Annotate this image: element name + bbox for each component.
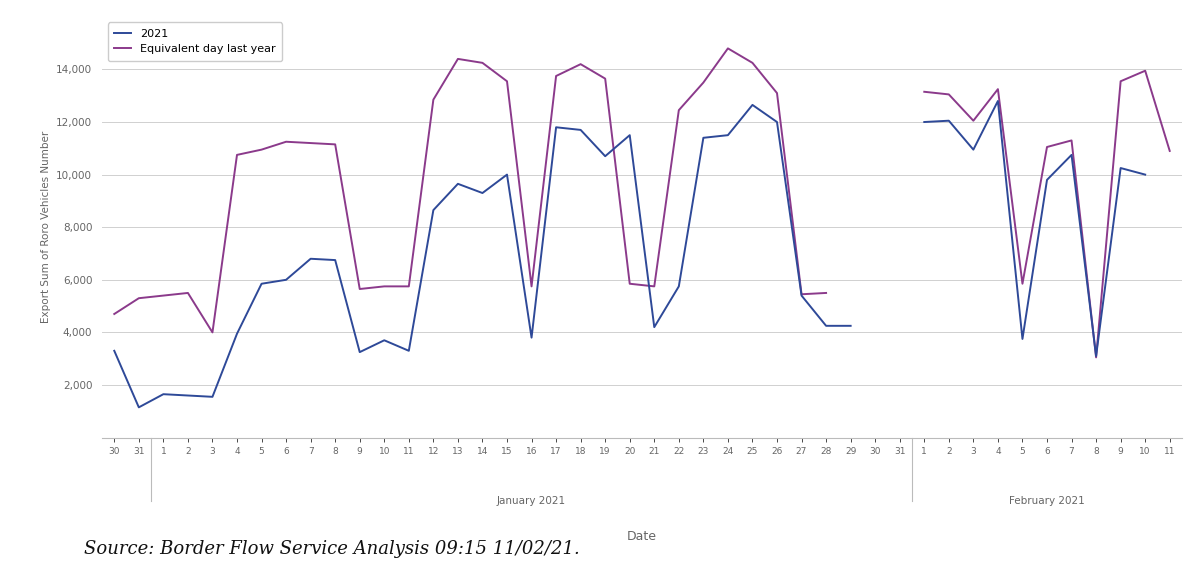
Equivalent day last year — [647, 283, 661, 289]
2021 — [942, 117, 956, 124]
Y-axis label: Export Sum of Roro Vehicles Number: Export Sum of Roro Vehicles Number — [41, 131, 50, 323]
Equivalent day last year — [770, 90, 785, 96]
Equivalent day last year — [917, 89, 931, 95]
2021 — [181, 392, 196, 399]
Equivalent day last year — [181, 289, 196, 296]
Equivalent day last year — [745, 59, 760, 66]
2021 — [230, 330, 245, 337]
2021 — [991, 98, 1006, 104]
Equivalent day last year — [254, 146, 269, 153]
Equivalent day last year — [278, 139, 293, 145]
Text: January 2021: January 2021 — [497, 496, 566, 507]
2021 — [818, 323, 833, 329]
Equivalent day last year — [107, 311, 121, 318]
Equivalent day last year — [1088, 354, 1103, 361]
Equivalent day last year — [156, 292, 170, 299]
Equivalent day last year — [794, 291, 809, 298]
Equivalent day last year — [304, 140, 318, 146]
Equivalent day last year — [1039, 144, 1055, 150]
2021 — [475, 190, 490, 196]
Equivalent day last year — [132, 295, 146, 302]
Equivalent day last year — [426, 96, 440, 103]
2021 — [770, 119, 785, 126]
Equivalent day last year — [353, 286, 367, 292]
2021 — [1039, 177, 1055, 183]
2021 — [156, 391, 170, 398]
2021 — [524, 334, 539, 341]
2021 — [844, 323, 858, 329]
Text: February 2021: February 2021 — [1009, 496, 1085, 507]
Equivalent day last year — [721, 45, 736, 52]
2021 — [794, 292, 809, 299]
2021 — [598, 153, 612, 159]
2021 — [696, 135, 710, 141]
Equivalent day last year — [991, 86, 1006, 93]
Equivalent day last year — [402, 283, 416, 289]
Line: 2021: 2021 — [114, 101, 1145, 407]
Equivalent day last year — [574, 61, 588, 67]
Line: Equivalent day last year: Equivalent day last year — [114, 48, 1170, 357]
2021 — [721, 132, 736, 139]
Equivalent day last year — [475, 59, 490, 66]
Equivalent day last year — [942, 91, 956, 98]
Equivalent day last year — [1138, 67, 1152, 74]
2021 — [966, 146, 980, 153]
2021 — [500, 171, 515, 178]
Equivalent day last year — [230, 151, 245, 158]
2021 — [647, 324, 661, 330]
Equivalent day last year — [966, 117, 980, 124]
2021 — [1114, 165, 1128, 172]
Equivalent day last year — [818, 289, 833, 296]
2021 — [672, 283, 686, 289]
2021 — [426, 207, 440, 214]
Equivalent day last year — [451, 56, 466, 62]
2021 — [917, 119, 931, 126]
Equivalent day last year — [328, 141, 342, 148]
2021 — [132, 404, 146, 411]
Equivalent day last year — [1163, 148, 1177, 154]
2021 — [205, 393, 220, 400]
2021 — [574, 127, 588, 134]
2021 — [304, 255, 318, 262]
Equivalent day last year — [377, 283, 391, 289]
Equivalent day last year — [524, 283, 539, 289]
2021 — [1064, 151, 1079, 158]
Equivalent day last year — [598, 75, 612, 82]
Equivalent day last year — [623, 280, 637, 287]
2021 — [402, 347, 416, 354]
2021 — [353, 349, 367, 356]
Equivalent day last year — [672, 107, 686, 113]
2021 — [623, 132, 637, 139]
Text: Date: Date — [628, 530, 658, 543]
Text: Source: Border Flow Service Analysis 09:15 11/02/21.: Source: Border Flow Service Analysis 09:… — [84, 540, 580, 558]
2021 — [254, 280, 269, 287]
2021 — [278, 277, 293, 283]
Equivalent day last year — [1015, 280, 1030, 287]
2021 — [377, 337, 391, 344]
2021 — [548, 124, 563, 131]
Equivalent day last year — [500, 78, 515, 85]
Equivalent day last year — [548, 72, 563, 79]
2021 — [745, 102, 760, 108]
Legend: 2021, Equivalent day last year: 2021, Equivalent day last year — [108, 22, 282, 61]
Equivalent day last year — [205, 329, 220, 335]
2021 — [328, 257, 342, 264]
2021 — [1138, 171, 1152, 178]
Equivalent day last year — [1064, 137, 1079, 144]
2021 — [107, 347, 121, 354]
2021 — [1088, 353, 1103, 360]
2021 — [451, 181, 466, 187]
2021 — [1015, 335, 1030, 342]
Equivalent day last year — [1114, 78, 1128, 85]
Equivalent day last year — [696, 79, 710, 86]
